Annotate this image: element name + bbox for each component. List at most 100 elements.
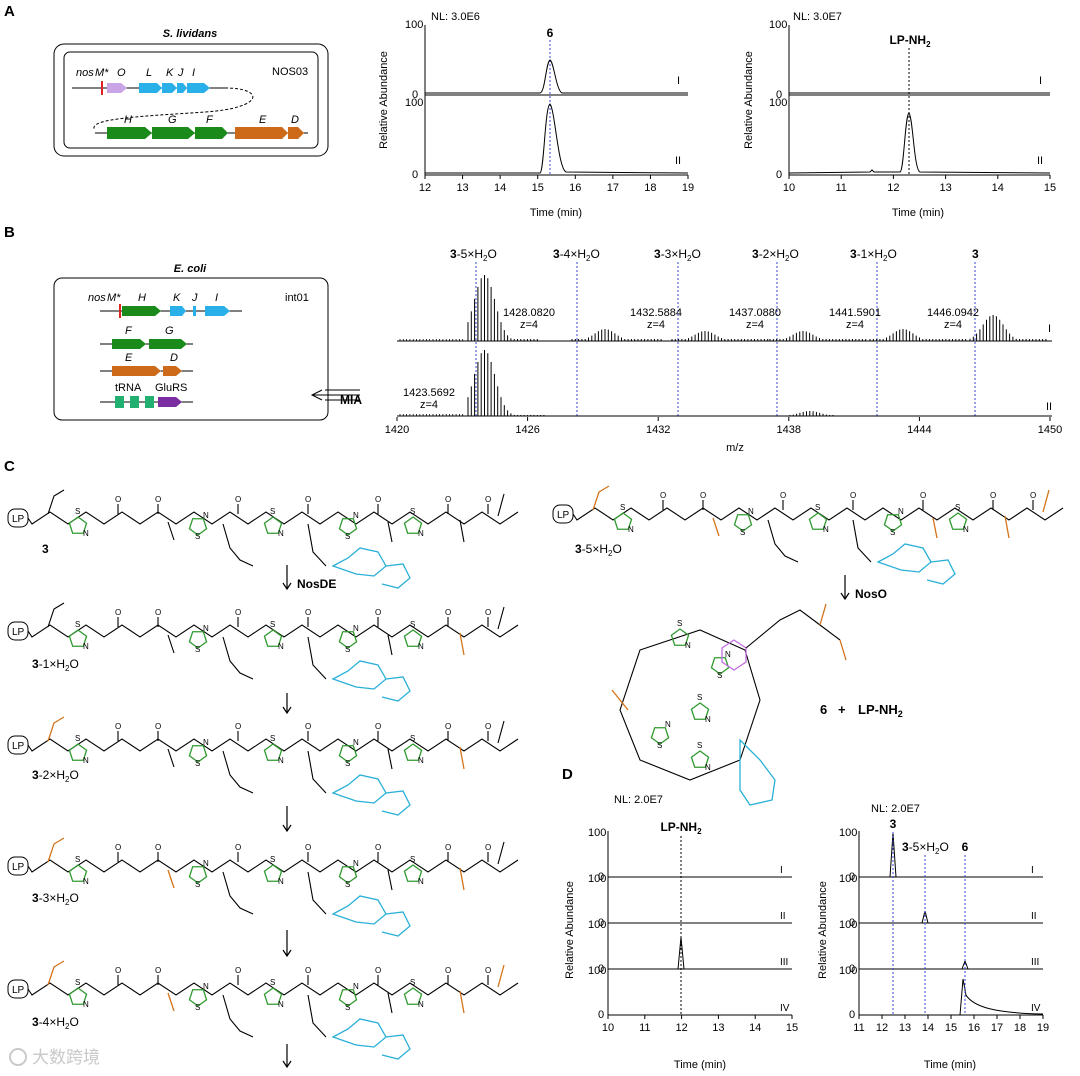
peak-z-1446: z=4 [944,319,962,331]
svg-text:18: 18 [1014,1022,1026,1034]
svg-text:O: O [375,966,381,975]
construct-name-a: NOS03 [272,66,308,78]
peak-label-6: 6 [547,26,554,40]
svg-text:N: N [83,642,89,651]
svg-text:N: N [83,877,89,886]
svg-text:N: N [278,529,284,538]
a1-xtick: 15 [532,182,544,194]
gene-g: G [168,114,177,126]
svg-text:LP: LP [12,985,25,996]
svg-text:S: S [410,620,415,629]
gene-d: D [291,114,299,126]
svg-text:S: S [270,978,275,987]
svg-text:0: 0 [849,1009,855,1021]
gene-nos: nos [76,67,94,79]
ms-trace-label-ii: II [1046,401,1052,413]
peak-mz-1428: 1428.0820 [503,307,555,319]
watermark-logo-icon [9,1048,27,1066]
svg-text:N: N [83,529,89,538]
nl-a2: NL: 3.0E7 [793,11,842,23]
trace-label: I [1031,865,1034,876]
species-3-5h2o: 3-5×H2O [450,247,497,263]
peak-z-1437: z=4 [746,319,764,331]
svg-text:O: O [155,843,161,852]
svg-text:0: 0 [598,917,604,929]
compound-3: 3 [42,542,49,556]
svg-text:O: O [235,495,241,504]
enzyme-nosde: NosDE [297,577,336,591]
svg-text:13: 13 [899,1022,911,1034]
svg-text:N: N [353,982,359,991]
svg-text:N: N [898,507,904,516]
trace-label: I [780,865,783,876]
watermark-text: 大数跨境 [32,1048,100,1067]
svg-text:0: 0 [598,963,604,975]
ytick-a1-0b: 0 [412,169,418,181]
svg-text:S: S [955,503,960,512]
svg-text:N: N [963,525,969,534]
svg-text:O: O [445,495,451,504]
svg-text:12: 12 [876,1022,888,1034]
trace-label: III [780,957,788,968]
svg-text:13: 13 [712,1022,724,1034]
svg-text:N: N [83,1000,89,1009]
svg-text:O: O [375,722,381,731]
svg-text:N: N [705,715,711,724]
gene-b-g: G [165,325,174,337]
svg-text:N: N [353,738,359,747]
byproduct-lpnh2: LP-NH2 [858,702,903,719]
svg-text:LP: LP [12,514,25,525]
svg-text:O: O [445,608,451,617]
svg-text:O: O [305,843,311,852]
species-3-1h2o: 3-1×H2O [850,247,897,263]
panel-letter-d: D [562,766,573,783]
svg-text:O: O [375,608,381,617]
svg-text:O: O [485,722,491,731]
svg-text:N: N [823,525,829,534]
host-title-b: E. coli [174,263,207,275]
ms-xlabel: m/z [726,442,744,454]
product-6: 6 [820,702,827,717]
plus-sign: + [838,702,846,717]
gene-k: K [166,67,174,79]
xaxis-a1: 12 13 14 15 16 17 18 19 [419,175,694,194]
svg-text:O: O [115,843,121,852]
ms-xtick: 1432 [646,424,670,436]
svg-text:N: N [203,738,209,747]
gene-m: M* [95,67,109,79]
a1-xtick: 12 [419,182,431,194]
svg-text:0: 0 [598,871,604,883]
svg-text:O: O [115,608,121,617]
ytick-a1-100a: 100 [405,19,423,31]
chromatogram-a1: NL: 3.0E6 6 100 0 100 0 I II 12 13 14 15 16 1… [378,11,694,219]
xaxis-a2: 10 11 12 13 14 15 [783,175,1056,194]
trace-a1-i: I [677,75,680,87]
mia-arrow: MIA [310,389,362,407]
ms-xaxis: 1420 1426 1432 1438 1444 1450 [385,417,1062,436]
svg-text:S: S [75,620,80,629]
svg-text:O: O [115,722,121,731]
svg-text:S: S [195,645,200,654]
svg-text:N: N [203,511,209,520]
gene-b-i: I [215,292,218,304]
gene-b-j: J [191,292,198,304]
svg-text:N: N [353,859,359,868]
svg-text:N: N [353,624,359,633]
svg-text:O: O [375,495,381,504]
ms-xtick: 1444 [907,424,931,436]
construct-box-slividans: S. lividans NOS03 nos M* O L K J I H G F… [53,28,329,157]
ytick-a2-0a: 0 [776,89,782,101]
nl-d2: NL: 2.0E7 [871,803,920,815]
svg-text:100: 100 [839,827,857,839]
svg-text:N: N [83,756,89,765]
a1-xtick: 16 [569,182,581,194]
enzyme-noso: NosO [855,587,887,601]
species-3-2h2o: 3-2×H2O [752,247,799,263]
svg-text:O: O [155,722,161,731]
svg-text:S: S [195,759,200,768]
svg-text:LP: LP [12,741,25,752]
svg-text:N: N [685,641,691,650]
a1-xtick: 19 [682,182,694,194]
trace-label: II [780,911,786,922]
svg-text:O: O [115,495,121,504]
